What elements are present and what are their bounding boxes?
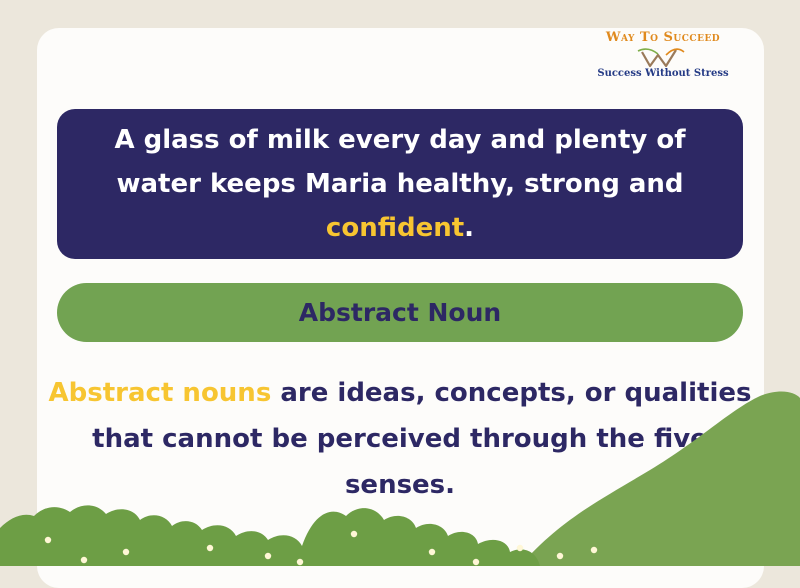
example-sentence: A glass of milk every day and plenty of … [81,118,719,250]
noun-type-text: Abstract Noun [298,298,502,327]
definition-text: Abstract nouns are ideas, concepts, or q… [40,370,760,508]
noun-type-label: Abstract Noun [57,283,743,342]
sentence-text: A glass of milk every day and plenty of … [114,125,686,199]
site-logo[interactable]: Way To Succeed Success Without Stress [578,30,748,82]
definition-highlight: Abstract nouns [48,378,272,408]
logo-tagline: Success Without Stress [597,68,729,79]
highlighted-word: confident [325,213,465,243]
example-sentence-box: A glass of milk every day and plenty of … [57,109,743,259]
wings-w-logo-icon [637,48,685,68]
sentence-end: . [464,213,475,243]
logo-brand-text: Way To Succeed [605,30,721,45]
